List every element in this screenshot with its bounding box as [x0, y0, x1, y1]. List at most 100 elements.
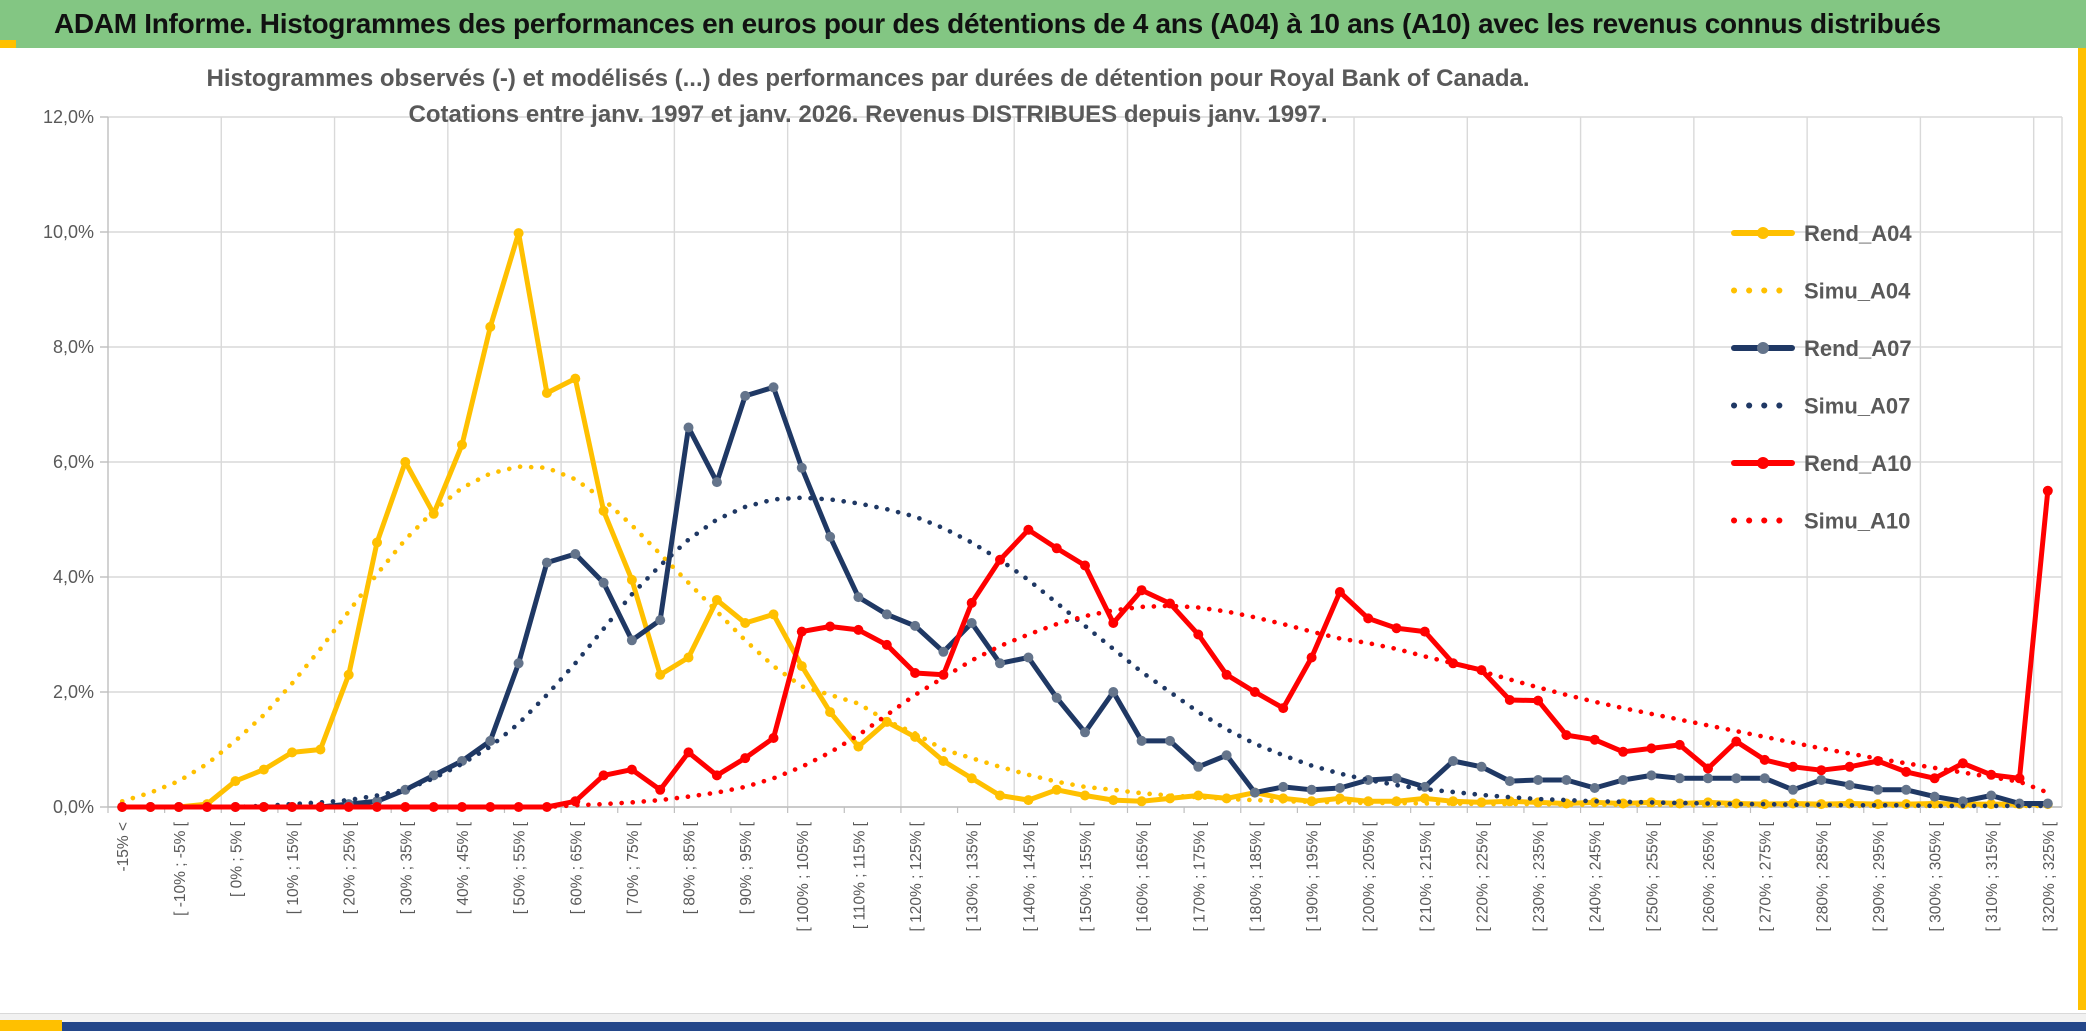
legend-item-Rend_A07[interactable]: Rend_A07 — [1731, 336, 1912, 361]
legend-item-Rend_A10[interactable]: Rend_A10 — [1731, 451, 1912, 476]
series-Rend_A10-marker — [1136, 585, 1147, 596]
series-Rend_A10-marker — [1929, 773, 1940, 784]
series-Rend_A07-marker — [768, 382, 779, 393]
series-Rend_A07-marker — [1731, 773, 1742, 784]
chart-area[interactable]: 0,0% 2,0% 4,0% 6,0% 8,0% 10,0% 12,0% Histogramm… — [8, 48, 2078, 1010]
x-axis-label: [ 40% ; 45% [ — [455, 821, 472, 914]
series-Rend_A07-marker — [1703, 773, 1713, 784]
series-Rend_A04-marker — [1108, 795, 1119, 806]
series-Rend_A07-marker — [2042, 798, 2053, 809]
y-axis-label: 6,0% — [53, 452, 94, 472]
legend-label: Rend_A07 — [1804, 336, 1912, 361]
series-Rend_A07-marker — [1618, 775, 1629, 785]
series-Rend_A04-marker — [938, 756, 949, 766]
x-axis-label: [ 290% ; 295% [ — [1871, 821, 1888, 931]
series-Rend_A10-marker — [1334, 587, 1345, 597]
series-Rend_A10-marker — [1051, 543, 1062, 554]
series-Rend_A10-marker — [1306, 652, 1317, 663]
frame-yellow-block-bottom-left — [0, 1020, 62, 1031]
x-axis-label: [ 0% ; 5% [ — [228, 821, 245, 897]
chart-title-line2: Cotations entre janv. 1997 et janv. 2026… — [408, 101, 1327, 128]
x-axis-label: [ 160% ; 165% [ — [1135, 821, 1152, 931]
series-Rend_A10-marker — [1674, 739, 1685, 750]
series-Rend_A10-marker — [1504, 695, 1515, 705]
series-Rend_A07-marker — [740, 390, 751, 401]
series-Rend_A04-marker — [400, 457, 411, 467]
y-axis-label: 0,0% — [53, 797, 94, 817]
series-Rend_A04-marker — [768, 609, 779, 620]
series-Rend_A04-marker — [655, 669, 666, 680]
series-Rend_A04-marker — [626, 574, 637, 585]
series-Rend_A07-marker — [1278, 781, 1289, 792]
series-Rend_A10-marker — [1448, 658, 1459, 669]
series-Simu_A10-dotted-line — [119, 603, 2051, 810]
series-Rend_A04-marker — [513, 228, 524, 239]
series-Rend_A10-line — [119, 488, 2051, 810]
series-Rend_A10-marker — [1193, 629, 1204, 640]
x-axis-label: [ 210% ; 215% [ — [1418, 821, 1435, 931]
series-Rend_A04-marker — [457, 439, 467, 450]
series-Rend_A10-marker — [1957, 758, 1968, 769]
legend-item-Simu_A07[interactable]: Simu_A07 — [1731, 394, 1910, 419]
legend-item-Simu_A10[interactable]: Simu_A10 — [1731, 509, 1910, 534]
series-Rend_A10-marker — [1023, 524, 1034, 535]
series-Rend_A07-marker — [683, 422, 694, 433]
series-Rend_A10-marker — [1165, 598, 1175, 609]
x-axis-label: [ 170% ; 175% [ — [1191, 821, 1208, 931]
series-Rend_A07-marker — [881, 609, 892, 620]
legend-item-Rend_A04[interactable]: Rend_A04 — [1731, 221, 1912, 246]
series-Rend_A10-marker — [541, 802, 552, 812]
series-Rend_A10-marker — [1278, 703, 1289, 714]
x-axis-label: [ 110% ; 115% [ — [851, 821, 868, 929]
x-axis-label: [ 10% ; 15% [ — [285, 821, 302, 914]
series-Rend_A10-marker — [768, 733, 779, 743]
series-Rend_A10-marker — [1391, 623, 1402, 634]
series-Rend_A07-marker — [1759, 773, 1770, 784]
series-Rend_A07-marker — [1986, 790, 1997, 801]
series-Rend_A07-line — [119, 384, 2051, 810]
series-Rend_A07-marker — [485, 735, 496, 746]
x-axis-label: [ 240% ; 245% [ — [1588, 821, 1605, 931]
legend-label: Rend_A04 — [1804, 221, 1912, 246]
series-Rend_A10-marker — [1419, 626, 1430, 637]
series-Rend_A07-marker — [966, 618, 977, 628]
series-Rend_A04-marker — [1136, 796, 1147, 807]
series-Rend_A04-marker — [343, 669, 354, 680]
x-axis-label: [ 120% ; 125% [ — [908, 821, 925, 931]
series-Rend_A04-marker — [258, 764, 269, 775]
x-axis-label: [ 320% ; 325% [ — [2041, 821, 2058, 931]
series-Rend_A04-marker — [853, 741, 864, 752]
series-Rend_A07-marker — [1249, 787, 1260, 798]
legend-label: Simu_A07 — [1804, 394, 1910, 419]
series-Rend_A07-marker — [1136, 735, 1147, 746]
legend-item-Simu_A04[interactable]: Simu_A04 — [1731, 279, 1911, 304]
series-Rend_A04-marker — [541, 388, 552, 398]
series-Rend_A10-marker — [1533, 695, 1544, 706]
series-Rend_A04-marker — [1419, 793, 1430, 804]
x-axis-label: [ 200% ; 205% [ — [1361, 821, 1378, 931]
series-Rend_A04-marker — [796, 661, 807, 672]
performance-histogram-chart[interactable]: 0,0% 2,0% 4,0% 6,0% 8,0% 10,0% 12,0% Histogramm… — [8, 48, 2078, 1010]
x-axis-label: [ 230% ; 235% [ — [1531, 821, 1548, 931]
series-Rend_A10-marker — [457, 802, 467, 812]
legend-marker-sample — [1757, 342, 1769, 354]
x-axis-label: [ 300% ; 305% [ — [1928, 821, 1945, 931]
series-Rend_A10-marker — [513, 802, 524, 812]
series-Rend_A10-marker — [598, 770, 609, 781]
series-Rend_A10-marker — [655, 784, 666, 795]
series-Rend_A07-marker — [995, 658, 1005, 669]
series-Rend_A07-marker — [938, 646, 949, 657]
series-Rend_A04-marker — [230, 776, 241, 787]
series-Rend_A07-marker — [1533, 775, 1544, 785]
series-Rend_A04-marker — [570, 373, 581, 384]
series-Rend_A07-marker — [1334, 783, 1345, 793]
frame-yellow-strip-right — [2078, 48, 2086, 1010]
legend-marker-sample — [1757, 227, 1769, 239]
series-Rend_A07-marker — [1221, 750, 1232, 761]
series-Rend_A07-marker — [1080, 727, 1090, 738]
y-axis-label: 8,0% — [53, 337, 94, 357]
window-bottom-bar — [0, 1022, 2086, 1031]
series-Rend_A07-marker — [910, 620, 921, 631]
legend-label: Simu_A10 — [1804, 509, 1910, 534]
x-axis-label: [ 190% ; 195% [ — [1305, 821, 1322, 931]
